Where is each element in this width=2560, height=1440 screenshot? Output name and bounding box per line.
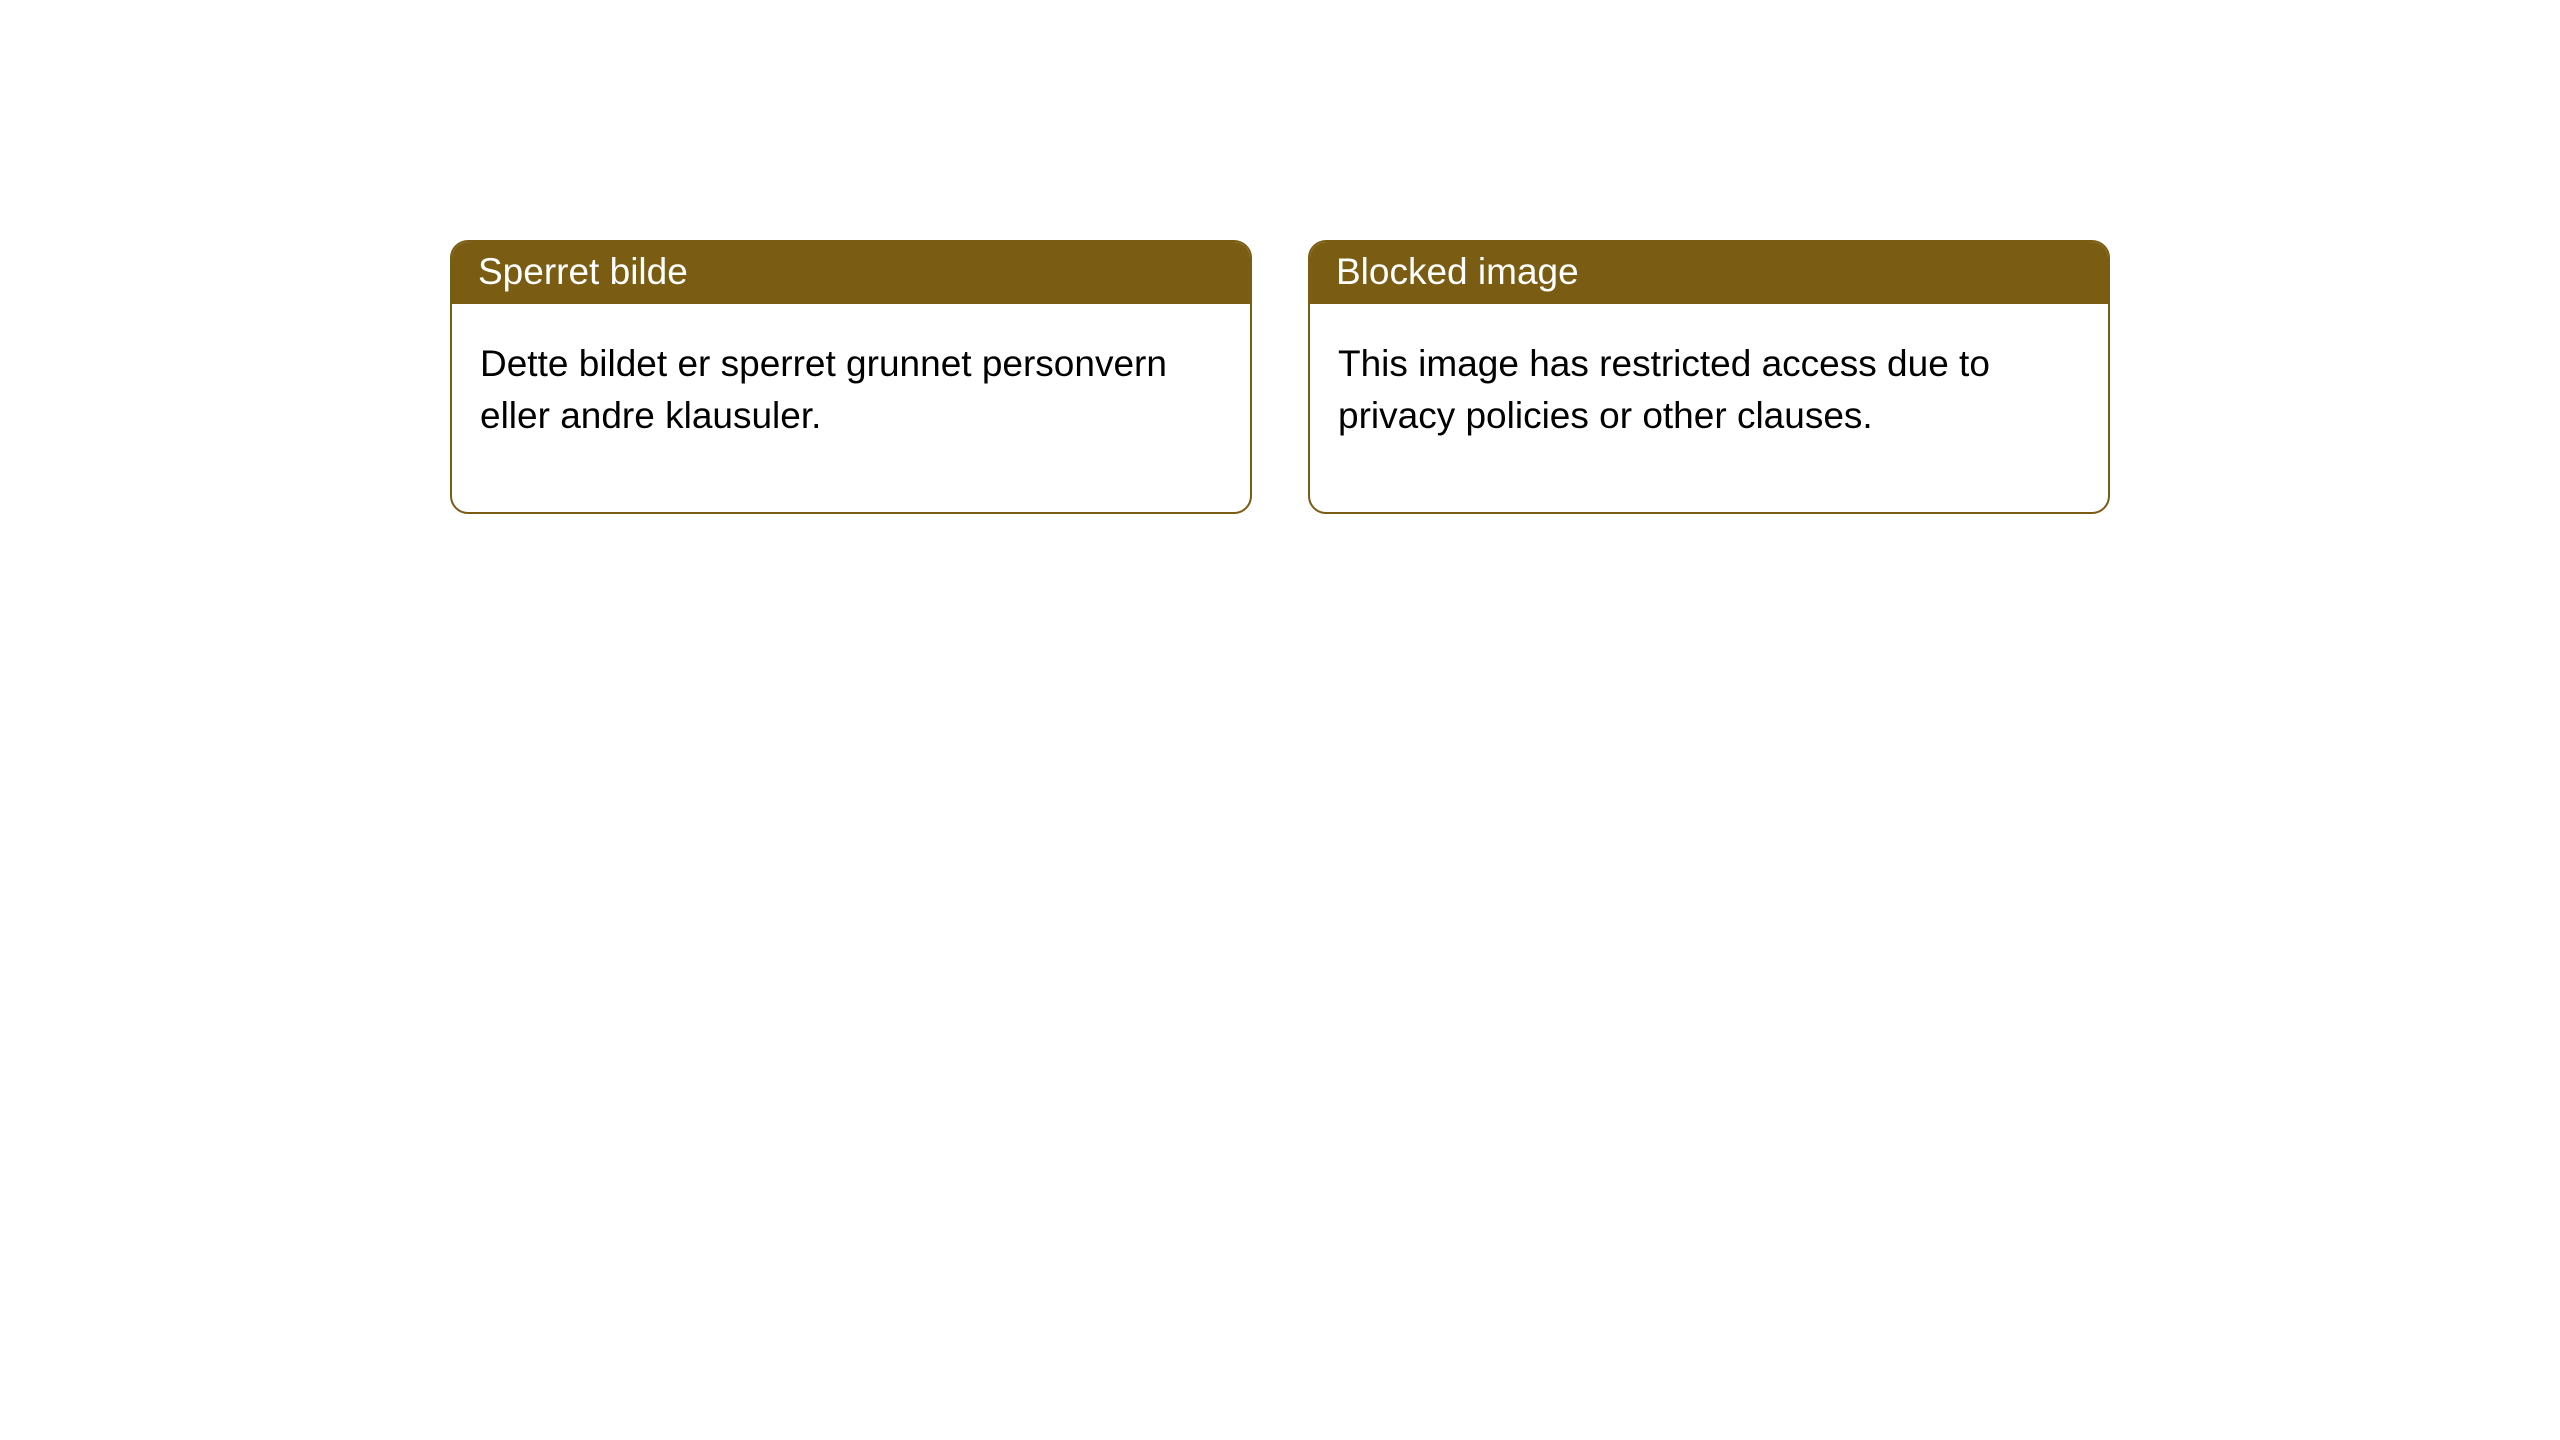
card-body: This image has restricted access due to … — [1310, 304, 2108, 512]
card-title: Sperret bilde — [478, 251, 688, 292]
card-title: Blocked image — [1336, 251, 1579, 292]
card-body-text: This image has restricted access due to … — [1338, 343, 1990, 436]
blocked-image-card-no: Sperret bilde Dette bildet er sperret gr… — [450, 240, 1252, 514]
notice-container: Sperret bilde Dette bildet er sperret gr… — [0, 0, 2560, 514]
blocked-image-card-en: Blocked image This image has restricted … — [1308, 240, 2110, 514]
card-header: Blocked image — [1310, 242, 2108, 304]
card-body: Dette bildet er sperret grunnet personve… — [452, 304, 1250, 512]
card-header: Sperret bilde — [452, 242, 1250, 304]
card-body-text: Dette bildet er sperret grunnet personve… — [480, 343, 1167, 436]
